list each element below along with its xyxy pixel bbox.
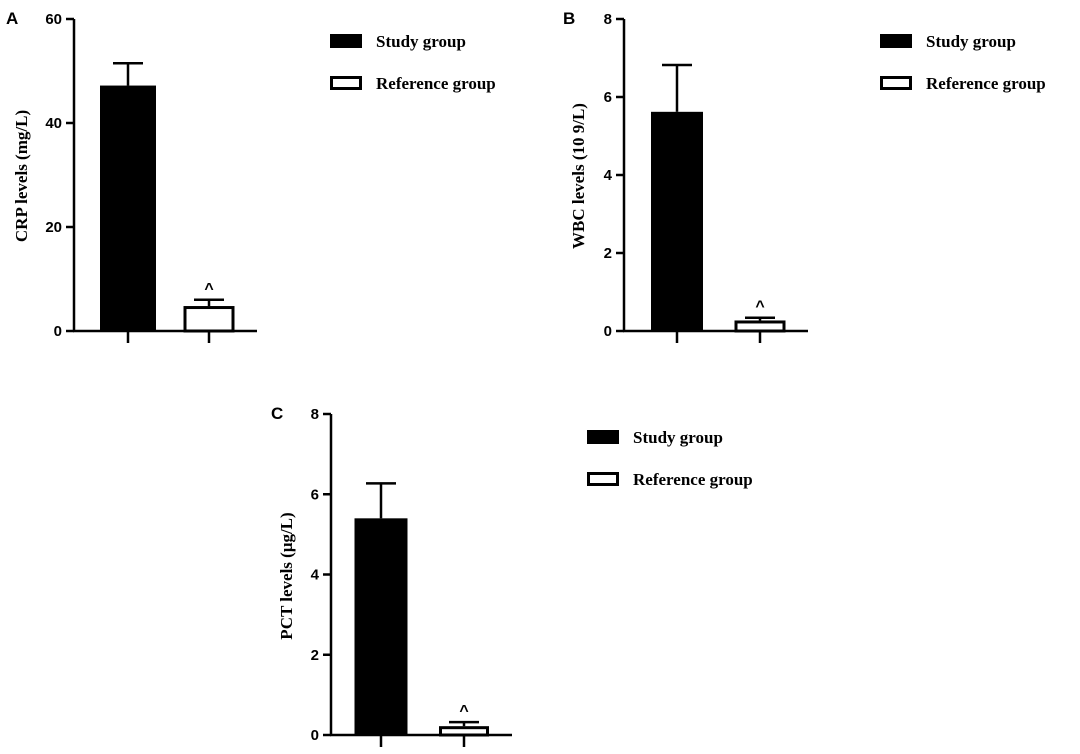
significance-mark: ^ xyxy=(459,703,468,720)
legend-label: Reference group xyxy=(376,74,496,93)
y-tick-label: 2 xyxy=(604,245,612,262)
axes: 0 2 4 6 8 xyxy=(311,406,512,747)
legend-label: Study group xyxy=(633,428,723,447)
bar xyxy=(651,111,703,331)
axes: 0 2 4 6 8 xyxy=(604,11,808,343)
legend-swatch xyxy=(880,76,912,90)
y-tick-label: 6 xyxy=(604,89,612,106)
legend-swatch xyxy=(587,472,619,486)
y-tick-label: 8 xyxy=(311,406,319,423)
bars: ^ xyxy=(100,61,235,333)
legend: Study group Reference group xyxy=(880,32,1046,93)
y-tick-label: 8 xyxy=(604,11,612,28)
legend: Study group Reference group xyxy=(330,32,496,93)
y-tick-label: 6 xyxy=(311,486,319,503)
y-axis-label: PCT levels (μg/L) xyxy=(277,512,296,639)
significance-mark: ^ xyxy=(755,299,764,316)
panel-letter: A xyxy=(6,9,18,28)
legend-label: Study group xyxy=(376,32,466,51)
y-tick-label: 60 xyxy=(45,11,62,28)
bar xyxy=(183,306,235,333)
legend-swatch xyxy=(330,76,362,90)
y-tick-label: 2 xyxy=(311,647,319,664)
panel-c: C PCT levels (μg/L) 0 2 4 6 8 ^ Study group R… xyxy=(271,404,753,747)
bar xyxy=(100,85,156,331)
y-tick-label: 20 xyxy=(45,219,62,236)
bar xyxy=(354,518,408,735)
y-tick-label: 4 xyxy=(604,167,613,184)
bar xyxy=(439,726,489,737)
legend: Study group Reference group xyxy=(587,428,753,489)
bar xyxy=(734,320,786,333)
panel-b: B WBC levels (10 9/L) 0 2 4 6 8 ^ Study grou… xyxy=(563,9,1046,343)
panel-letter: B xyxy=(563,9,575,28)
y-tick-label: 4 xyxy=(311,567,320,584)
bars: ^ xyxy=(354,482,489,737)
legend-label: Reference group xyxy=(926,74,1046,93)
y-axis-label: CRP levels (mg/L) xyxy=(12,110,31,242)
legend-label: Study group xyxy=(926,32,1016,51)
y-tick-label: 0 xyxy=(54,323,62,340)
legend-swatch xyxy=(587,430,619,444)
panel-letter: C xyxy=(271,404,283,423)
legend-swatch xyxy=(330,34,362,48)
y-tick-label: 0 xyxy=(604,323,612,340)
bars: ^ xyxy=(651,63,786,333)
legend-label: Reference group xyxy=(633,470,753,489)
panel-a: A CRP levels (mg/L) 0 20 40 60 ^ Study grou… xyxy=(6,9,496,343)
y-tick-label: 40 xyxy=(45,115,62,132)
y-tick-label: 0 xyxy=(311,727,319,744)
significance-mark: ^ xyxy=(204,281,213,298)
legend-swatch xyxy=(880,34,912,48)
y-axis-label: WBC levels (10 9/L) xyxy=(569,103,588,249)
